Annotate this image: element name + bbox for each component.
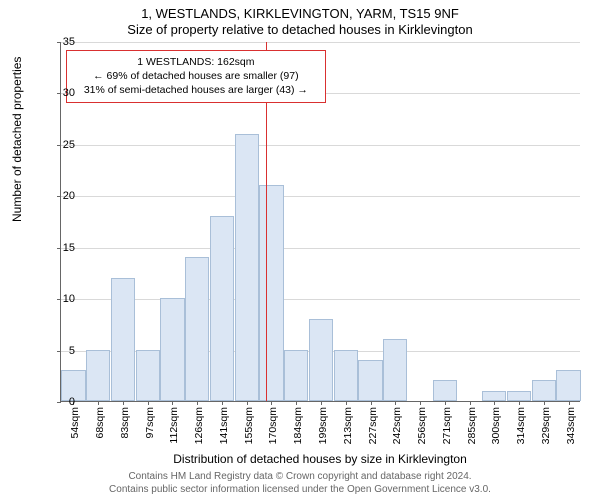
xtick-label: 68sqm — [94, 407, 106, 439]
histogram-bar — [556, 370, 580, 401]
gridline-h — [61, 248, 580, 249]
ytick-label: 10 — [47, 293, 75, 305]
xtick-mark — [544, 401, 545, 405]
xtick-label: 141sqm — [218, 407, 230, 444]
histogram-bar — [532, 380, 556, 401]
xtick-mark — [445, 401, 446, 405]
y-axis-label: Number of detached properties — [10, 57, 24, 222]
xtick-label: 343sqm — [565, 407, 577, 444]
histogram-bar — [334, 350, 358, 401]
xtick-label: 97sqm — [144, 407, 156, 439]
credit-line1: Contains HM Land Registry data © Crown c… — [0, 470, 600, 483]
gridline-h — [61, 145, 580, 146]
credit-line2: Contains public sector information licen… — [0, 483, 600, 496]
histogram-bar — [111, 278, 135, 401]
xtick-mark — [371, 401, 372, 405]
xtick-mark — [470, 401, 471, 405]
histogram-bar — [482, 391, 506, 401]
xtick-mark — [197, 401, 198, 405]
xtick-label: 170sqm — [267, 407, 279, 444]
xtick-mark — [123, 401, 124, 405]
xtick-label: 199sqm — [317, 407, 329, 444]
gridline-h — [61, 299, 580, 300]
xtick-mark — [148, 401, 149, 405]
chart-title-line2: Size of property relative to detached ho… — [0, 22, 600, 37]
xtick-label: 184sqm — [292, 407, 304, 444]
ytick-label: 35 — [47, 36, 75, 48]
chart-title-line1: 1, WESTLANDS, KIRKLEVINGTON, YARM, TS15 … — [0, 6, 600, 21]
xtick-mark — [271, 401, 272, 405]
xtick-mark — [172, 401, 173, 405]
xtick-label: 54sqm — [69, 407, 81, 439]
xtick-label: 227sqm — [367, 407, 379, 444]
credit-text: Contains HM Land Registry data © Crown c… — [0, 470, 600, 496]
ytick-label: 5 — [47, 345, 75, 357]
histogram-bar — [507, 391, 531, 401]
xtick-label: 271sqm — [441, 407, 453, 444]
xtick-label: 314sqm — [515, 407, 527, 444]
xtick-mark — [420, 401, 421, 405]
xtick-label: 126sqm — [193, 407, 205, 444]
xtick-label: 300sqm — [490, 407, 502, 444]
ytick-label: 0 — [47, 396, 75, 408]
ytick-label: 15 — [47, 242, 75, 254]
histogram-bar — [160, 298, 184, 401]
xtick-label: 155sqm — [243, 407, 255, 444]
histogram-bar — [309, 319, 333, 401]
histogram-bar — [383, 339, 407, 401]
xtick-mark — [296, 401, 297, 405]
xtick-label: 83sqm — [119, 407, 131, 439]
x-axis-label: Distribution of detached houses by size … — [60, 452, 580, 466]
xtick-label: 256sqm — [416, 407, 428, 444]
chart-plot-area: 54sqm68sqm83sqm97sqm112sqm126sqm141sqm15… — [60, 42, 580, 402]
ytick-label: 25 — [47, 139, 75, 151]
histogram-bar — [235, 134, 259, 401]
histogram-bar — [86, 350, 110, 401]
histogram-bar — [185, 257, 209, 401]
histogram-bar — [433, 380, 457, 401]
histogram-bar — [136, 350, 160, 401]
gridline-h — [61, 196, 580, 197]
xtick-mark — [494, 401, 495, 405]
gridline-h — [61, 42, 580, 43]
histogram-bar — [259, 185, 283, 401]
histogram-bar — [358, 360, 382, 401]
callout-line1: 1 WESTLANDS: 162sqm — [75, 55, 317, 69]
xtick-mark — [247, 401, 248, 405]
histogram-bar — [210, 216, 234, 401]
xtick-mark — [321, 401, 322, 405]
xtick-mark — [222, 401, 223, 405]
xtick-label: 329sqm — [540, 407, 552, 444]
xtick-label: 242sqm — [391, 407, 403, 444]
ytick-label: 20 — [47, 190, 75, 202]
xtick-mark — [98, 401, 99, 405]
xtick-mark — [519, 401, 520, 405]
histogram-bar — [284, 350, 308, 401]
xtick-mark — [395, 401, 396, 405]
callout-line3: 31% of semi-detached houses are larger (… — [75, 83, 317, 97]
ytick-label: 30 — [47, 87, 75, 99]
callout-line2: ← 69% of detached houses are smaller (97… — [75, 69, 317, 83]
xtick-label: 213sqm — [342, 407, 354, 444]
xtick-label: 285sqm — [466, 407, 478, 444]
xtick-mark — [569, 401, 570, 405]
xtick-mark — [346, 401, 347, 405]
xtick-label: 112sqm — [168, 407, 180, 444]
marker-callout: 1 WESTLANDS: 162sqm ← 69% of detached ho… — [66, 50, 326, 103]
